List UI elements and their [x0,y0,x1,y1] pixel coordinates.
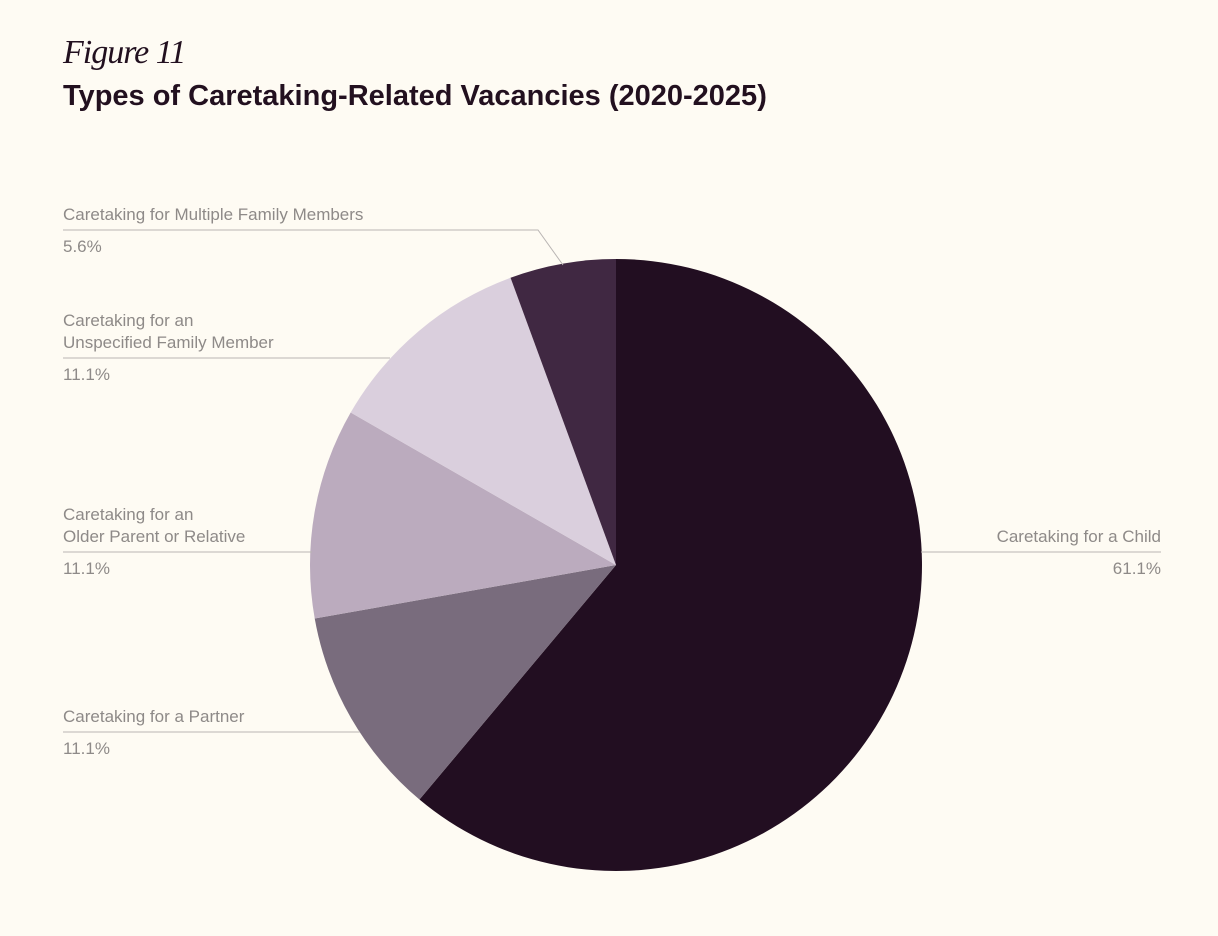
slice-label-partner: Caretaking for a Partner [63,707,245,726]
slice-value-child: 61.1% [1113,559,1161,578]
slice-value-partner: 11.1% [63,739,110,758]
slice-label-child: Caretaking for a Child [997,527,1161,546]
pie-slice-child [419,259,922,872]
slice-value-multiple: 5.6% [63,237,102,256]
slice-value-unspecified: 11.1% [63,365,110,384]
pie-slice-partner [314,565,616,800]
leader-line-multiple [63,229,564,266]
pie-slice-multiple [510,259,616,565]
figure-number: Figure 11 [63,34,186,71]
slice-label-older-parent: Caretaking for an Older Parent or Relativ… [63,505,245,546]
chart-title: Types of Caretaking-Related Vacancies (2… [63,80,767,112]
slice-value-older-parent: 11.1% [63,559,110,578]
pie-slice-older-parent [309,412,616,619]
slice-label-unspecified: Caretaking for an Unspecified Family Memb… [63,311,274,352]
pie-slice-unspecified [350,277,616,565]
slice-label-multiple: Caretaking for Multiple Family Members [63,205,363,224]
